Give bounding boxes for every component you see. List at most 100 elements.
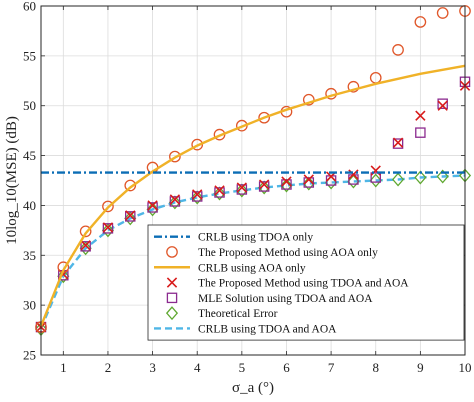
legend-item: The Proposed Method using TDOA and AOA xyxy=(166,277,409,290)
legend-item: The Proposed Method using AOA only xyxy=(166,246,378,259)
legend-item: MLE Solution using TDOA and AOA xyxy=(166,292,373,305)
legend-item: CRLB using AOA only xyxy=(154,262,306,274)
data-point xyxy=(191,138,204,151)
data-point xyxy=(281,176,292,187)
data-point xyxy=(125,210,136,221)
data-point xyxy=(147,202,158,213)
data-point xyxy=(258,181,270,192)
data-point xyxy=(80,240,91,251)
x-tick-label: 8 xyxy=(372,360,379,375)
data-point xyxy=(236,182,248,193)
legend-item: CRLB using TDOA only xyxy=(154,232,313,244)
data-point xyxy=(437,98,448,109)
data-point xyxy=(169,194,181,205)
y-tick-label: 30 xyxy=(23,298,36,313)
data-point xyxy=(124,211,137,226)
data-point xyxy=(258,111,271,124)
data-point xyxy=(169,196,181,207)
legend-item: Theoretical Error xyxy=(165,306,278,321)
x-tick-label: 6 xyxy=(283,360,290,375)
data-point xyxy=(192,189,203,200)
x-tick-label: 5 xyxy=(239,360,246,375)
data-point xyxy=(236,184,248,195)
data-point xyxy=(392,44,404,56)
data-point xyxy=(124,179,137,192)
data-point xyxy=(80,241,91,252)
data-point xyxy=(303,177,315,188)
data-point xyxy=(214,185,225,196)
data-point xyxy=(302,176,315,191)
data-point xyxy=(258,179,270,190)
data-point xyxy=(281,179,292,190)
legend: CRLB using TDOA only The Proposed Method … xyxy=(147,224,465,341)
data-point xyxy=(168,195,181,210)
legend-box xyxy=(147,224,465,341)
legend-label: CRLB using TDOA only xyxy=(198,232,313,244)
series-line xyxy=(39,64,466,327)
data-point xyxy=(191,191,203,202)
y-axis-label: 10log_10(MSE) (dB) xyxy=(4,116,20,245)
y-tick-label: 50 xyxy=(23,98,36,113)
x-tick-label: 9 xyxy=(417,360,424,375)
data-point xyxy=(414,170,427,185)
data-point xyxy=(147,200,158,211)
x-tick-label: 2 xyxy=(105,360,112,375)
data-point xyxy=(392,138,404,149)
data-point xyxy=(415,127,426,138)
data-point xyxy=(57,269,70,284)
data-point xyxy=(258,180,271,195)
data-point xyxy=(191,190,204,205)
data-point xyxy=(347,174,360,189)
data-point xyxy=(370,172,381,183)
data-point xyxy=(392,137,404,148)
series-layer xyxy=(34,5,472,337)
axis-ticks xyxy=(41,5,466,356)
data-point xyxy=(146,202,159,217)
x-tick-label: 1 xyxy=(60,360,67,375)
data-point xyxy=(303,174,314,185)
x-tick-label: 4 xyxy=(194,360,201,375)
y-tick-label: 35 xyxy=(23,248,36,263)
data-point xyxy=(436,7,449,19)
data-point xyxy=(414,16,427,28)
legend-item: CRLB using TDOA and AOA xyxy=(154,323,337,335)
x-tick-label: 3 xyxy=(149,360,156,375)
series-2 xyxy=(39,64,466,327)
data-point xyxy=(213,186,226,201)
data-point xyxy=(302,93,315,106)
legend-items: CRLB using TDOA only The Proposed Method … xyxy=(154,232,409,335)
y-tick-label: 55 xyxy=(23,48,36,63)
y-tick-label: 60 xyxy=(23,0,36,14)
legend-label: CRLB using TDOA and AOA xyxy=(198,323,337,335)
legend-swatch-marker xyxy=(166,277,178,288)
data-point xyxy=(347,80,360,93)
legend-label: The Proposed Method using TDOA and AOA xyxy=(198,278,409,290)
legend-swatch-marker xyxy=(166,246,178,258)
legend-label: CRLB using AOA only xyxy=(198,262,306,274)
x-tick-label: 7 xyxy=(328,360,335,375)
data-point xyxy=(415,110,426,121)
data-point xyxy=(125,211,136,222)
data-point xyxy=(235,183,248,198)
data-point xyxy=(102,223,114,234)
legend-swatch-marker xyxy=(165,306,179,321)
data-point xyxy=(436,169,449,184)
data-point xyxy=(369,173,382,188)
data-point xyxy=(280,178,293,193)
x-axis-label: σ_a (°) xyxy=(232,380,274,396)
legend-label: The Proposed Method using AOA only xyxy=(198,247,378,259)
y-tick-label: 25 xyxy=(23,348,36,363)
x-tick-label: 10 xyxy=(459,360,472,375)
legend-label: Theoretical Error xyxy=(198,308,278,320)
data-point xyxy=(101,223,115,238)
y-tick-label: 45 xyxy=(23,148,36,163)
data-point xyxy=(214,187,225,198)
data-point xyxy=(437,100,448,111)
data-point xyxy=(169,150,181,163)
y-tick-label: 40 xyxy=(23,198,36,213)
legend-label: MLE Solution using TDOA and AOA xyxy=(198,293,373,305)
data-point xyxy=(79,225,92,238)
